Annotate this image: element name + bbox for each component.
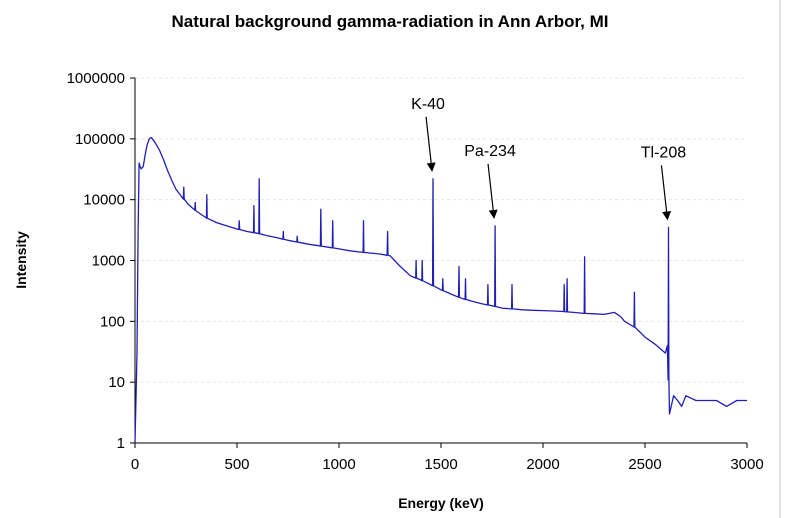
x-tick-labels: 0 500 1000 1500 2000 2500 3000: [131, 456, 764, 473]
peak-annotation-arrow: [425, 116, 436, 172]
y-tick-label: 10000: [83, 192, 125, 209]
y-tick-label: 100000: [75, 131, 125, 148]
peak-annotation-arrow: [660, 165, 672, 221]
x-tick-label: 3000: [730, 456, 763, 473]
x-tick-label: 2500: [628, 456, 661, 473]
plot-area: [134, 136, 747, 444]
annotations: K-40 Pa-234 Tl-208: [411, 96, 686, 221]
x-tick-label: 0: [131, 456, 139, 473]
x-tick-label: 1500: [424, 456, 457, 473]
gridlines: [135, 77, 747, 383]
y-axis-label: Intensity: [13, 231, 29, 289]
peak-annotation-arrow: [487, 163, 498, 219]
y-tick-label: 1000: [92, 253, 125, 270]
y-tick-label: 10: [108, 374, 125, 391]
peak-annotation-label: Tl-208: [641, 144, 686, 161]
axes: [130, 77, 748, 448]
x-tick-label: 2000: [526, 456, 559, 473]
peak-annotation-label: Pa-234: [464, 143, 516, 160]
y-tick-label: 1000000: [67, 70, 125, 87]
peak-annotation-label: K-40: [411, 96, 445, 113]
x-tick-label: 500: [224, 456, 249, 473]
x-axis-label: Energy (keV): [398, 495, 484, 511]
y-tick-labels: 1 10 100 1000 10000 100000 1000000: [67, 70, 125, 452]
chart-title: Natural background gamma-radiation in An…: [171, 12, 608, 31]
y-tick-label: 1: [117, 435, 125, 452]
x-tick-label: 1000: [322, 456, 355, 473]
y-tick-label: 100: [100, 313, 125, 330]
spectrum-line: [134, 136, 747, 444]
